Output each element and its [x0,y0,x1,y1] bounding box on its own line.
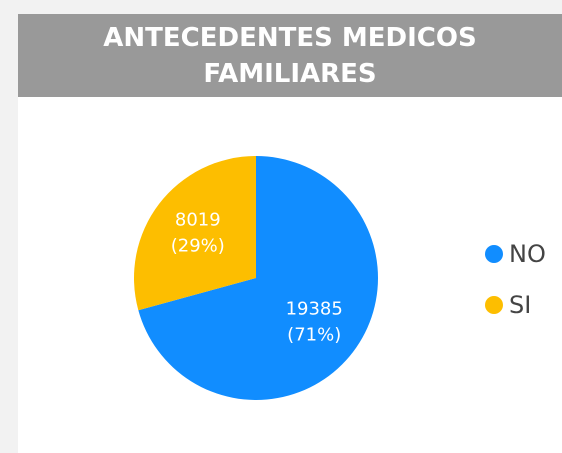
title-bar: ANTECEDENTES MEDICOS FAMILIARES [18,14,562,97]
pie-slice [138,156,378,400]
data-label: (71%) [287,324,341,345]
chart-title: ANTECEDENTES MEDICOS FAMILIARES [103,22,477,89]
data-label: 19385 [286,298,343,319]
data-label: (29%) [171,236,225,257]
pie-slice [133,156,256,311]
data-label: 8019 [175,210,221,231]
legend-marker [485,296,503,314]
legend-label: SI [509,291,531,319]
legend-marker [485,245,503,263]
legend-label: NO [509,240,546,268]
